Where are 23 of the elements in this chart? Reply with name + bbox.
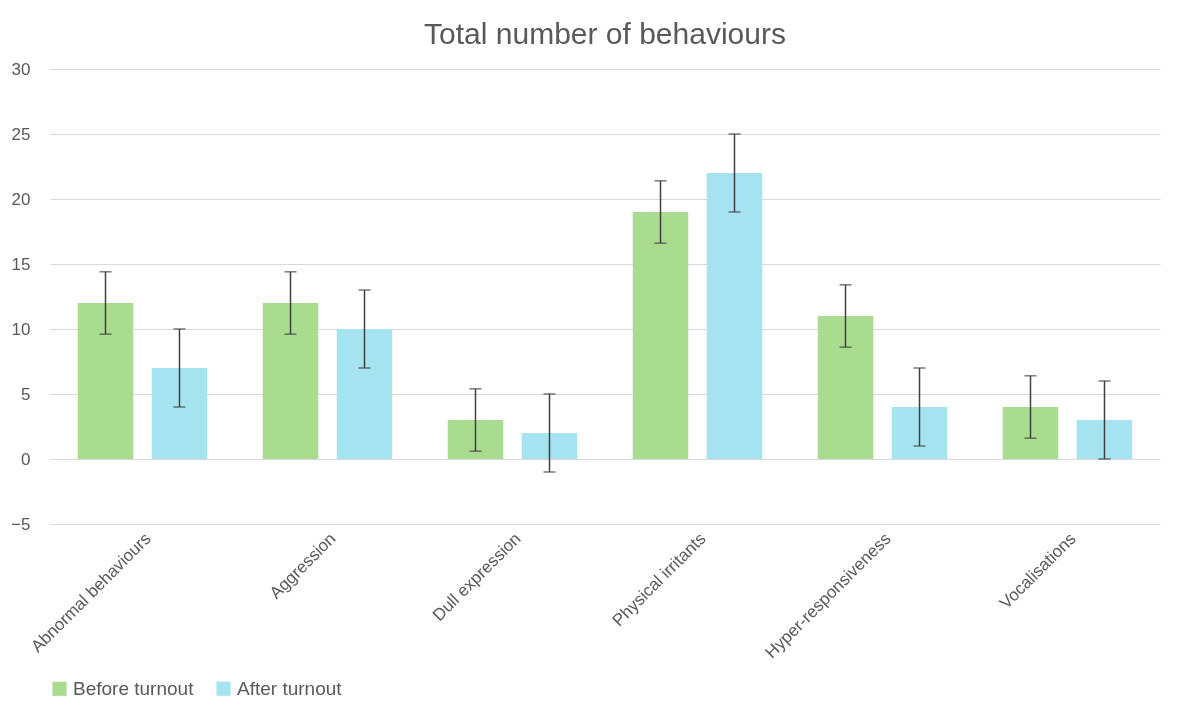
y-tick-label: 10 — [11, 319, 31, 339]
bar — [77, 303, 134, 459]
bar — [632, 212, 689, 459]
legend-label: Before turnout — [73, 677, 195, 699]
bar — [521, 433, 578, 459]
bar — [1002, 407, 1059, 459]
y-tick-label: 20 — [11, 189, 31, 209]
bar — [336, 329, 393, 459]
chart-title: Total number of behaviours — [424, 17, 786, 50]
y-tick-label: −5 — [11, 514, 31, 534]
y-tick-label: 0 — [21, 449, 31, 469]
bar — [706, 173, 763, 459]
bar — [891, 407, 948, 459]
y-tick-label: 15 — [11, 254, 31, 274]
bar — [262, 303, 319, 459]
bar — [1076, 420, 1133, 459]
y-tick-label: 30 — [11, 59, 31, 79]
y-tick-label: 5 — [21, 384, 31, 404]
legend-label: After turnout — [237, 677, 343, 699]
y-tick-label: 25 — [11, 124, 31, 144]
bar — [817, 316, 874, 459]
bar — [447, 420, 504, 459]
bar — [151, 368, 208, 459]
